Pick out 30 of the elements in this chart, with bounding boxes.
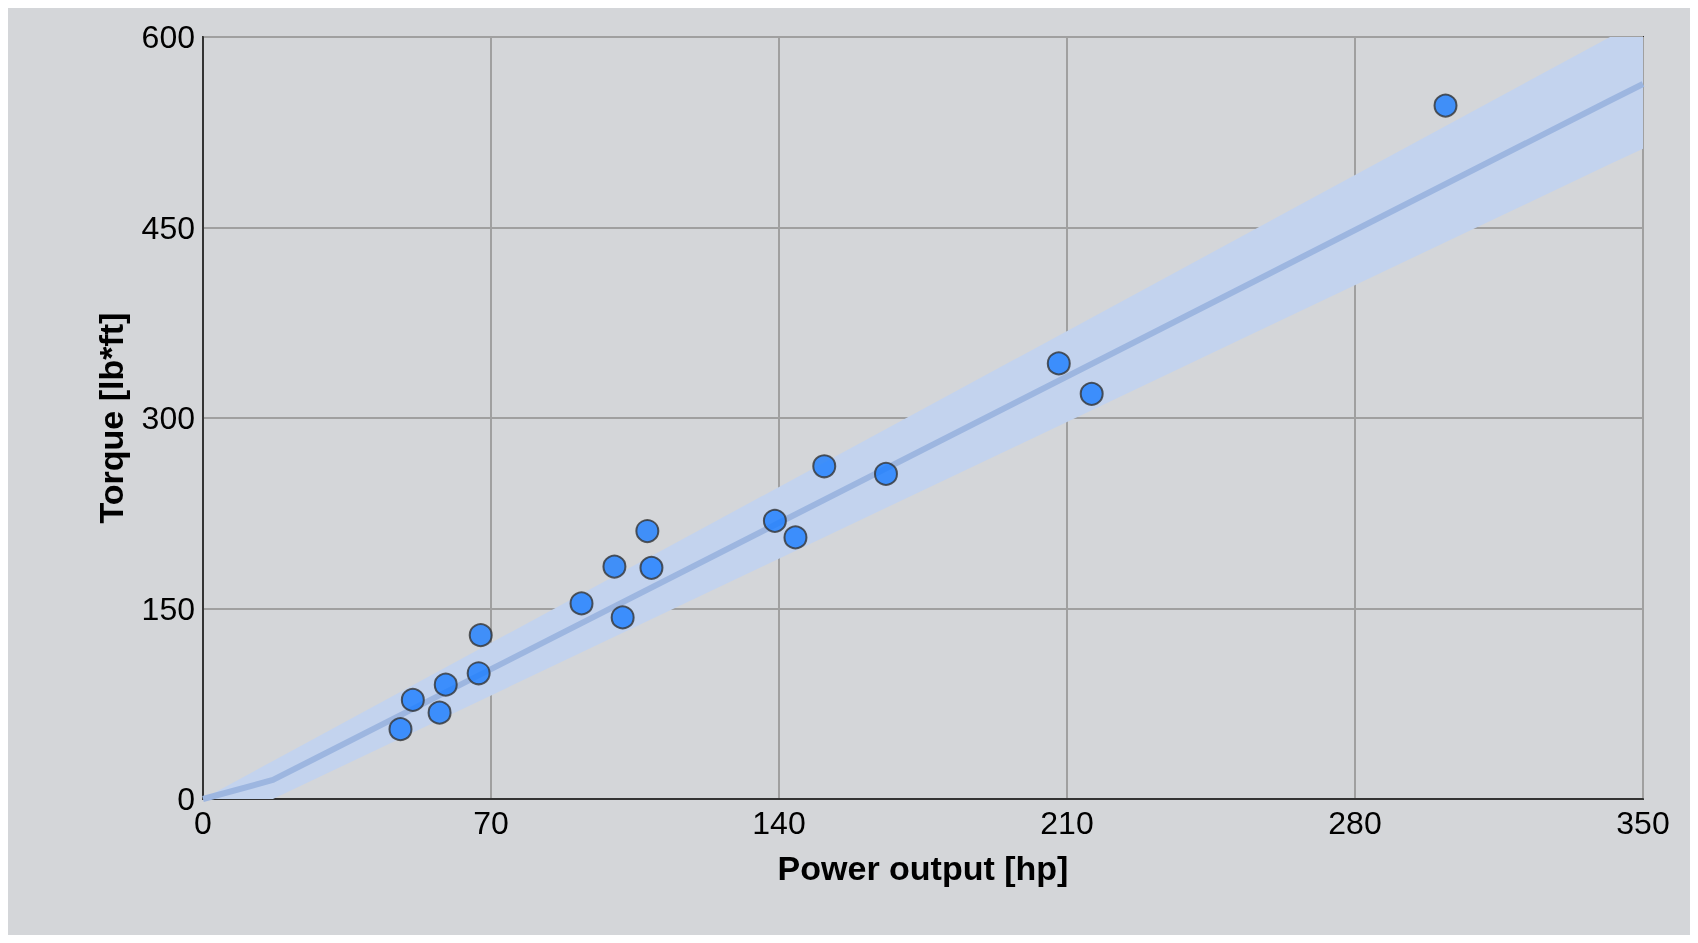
x-tick-label: 280 bbox=[1328, 805, 1382, 841]
point bbox=[400, 687, 425, 712]
point bbox=[783, 525, 808, 550]
y-tick-label: 0 bbox=[177, 781, 195, 817]
point bbox=[427, 700, 452, 725]
point bbox=[569, 591, 594, 616]
x-tick-label: 70 bbox=[473, 805, 509, 841]
point bbox=[1046, 351, 1071, 376]
x-axis-title: Power output [hp] bbox=[777, 849, 1069, 887]
point bbox=[1079, 381, 1104, 406]
x-tick-label: 350 bbox=[1616, 805, 1670, 841]
point bbox=[812, 454, 837, 479]
x-tick-label: 140 bbox=[752, 805, 806, 841]
point bbox=[639, 555, 664, 580]
y-tick-label: 600 bbox=[141, 19, 195, 55]
point bbox=[602, 554, 627, 579]
point bbox=[1433, 93, 1458, 118]
y-tick-label: 450 bbox=[141, 209, 195, 246]
point bbox=[873, 461, 898, 486]
y-tick-label: 300 bbox=[141, 400, 195, 436]
point bbox=[468, 623, 493, 648]
y-axis-title: Torque [lb*ft] bbox=[92, 312, 130, 524]
point bbox=[610, 605, 635, 630]
point bbox=[762, 508, 787, 533]
x-tick-label: 210 bbox=[1040, 805, 1094, 841]
point bbox=[433, 672, 458, 697]
point bbox=[466, 661, 491, 686]
y-tick-label: 150 bbox=[141, 590, 195, 627]
point bbox=[388, 717, 413, 742]
point bbox=[635, 519, 660, 544]
